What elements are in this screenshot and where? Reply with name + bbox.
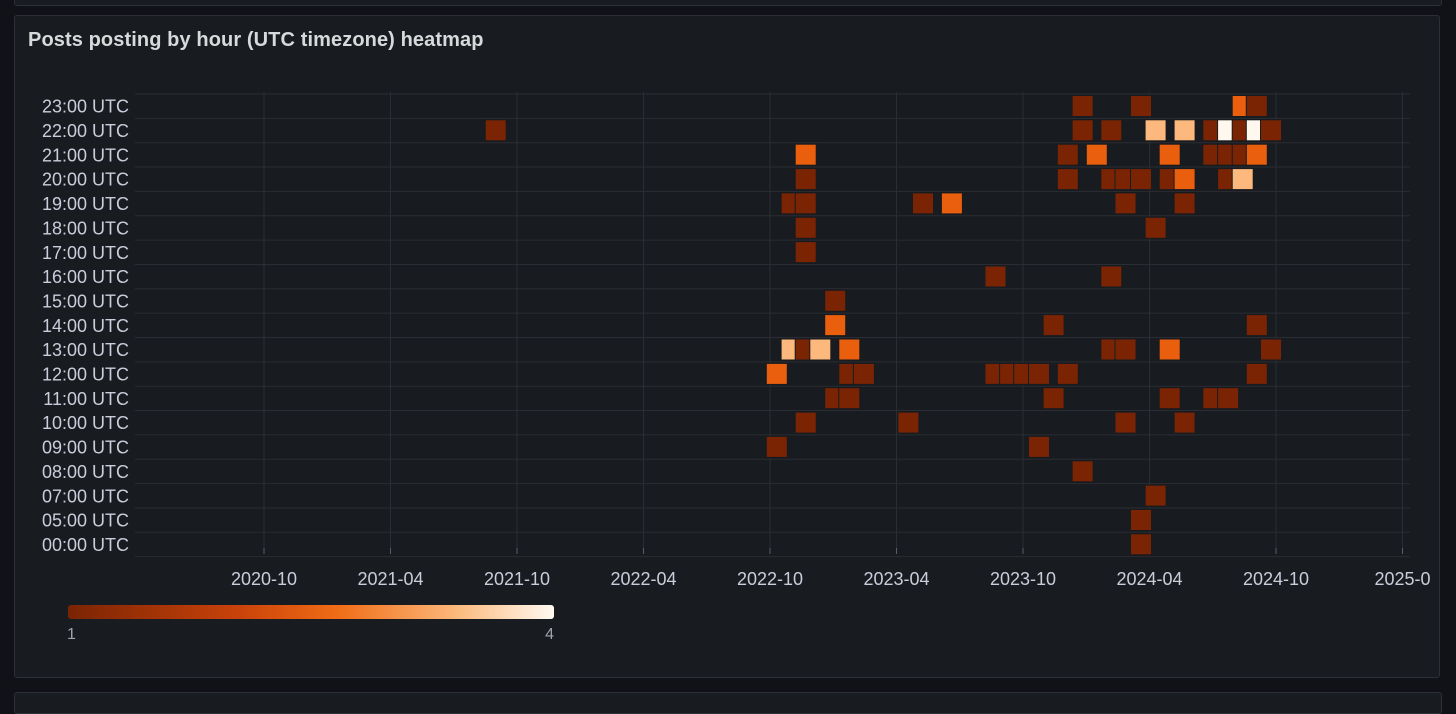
heatmap-cell: [1245, 95, 1268, 117]
x-tick-label: 2022-04: [610, 569, 676, 589]
y-tick-label: 22:00 UTC: [42, 121, 129, 141]
heatmap-cell: [1056, 362, 1079, 385]
x-tick-label: 2025-0: [1374, 569, 1430, 589]
heatmap-cell: [1071, 95, 1094, 117]
heatmap-cell: [1245, 362, 1268, 385]
heatmap-cell: [1114, 338, 1137, 361]
heatmap-cell: [1071, 460, 1094, 483]
heatmap-cell: [1028, 435, 1050, 458]
heatmap-cell: [1158, 338, 1181, 361]
y-tick-label: 12:00 UTC: [42, 365, 129, 385]
legend-gradient-bar: [68, 605, 554, 619]
heatmap-cell: [794, 192, 817, 215]
heatmap-cell: [1042, 387, 1065, 410]
y-tick-label: 05:00 UTC: [42, 511, 129, 531]
y-tick-label: 16:00 UTC: [42, 267, 129, 287]
heatmap-cell: [824, 289, 847, 312]
y-tick-label: 21:00 UTC: [42, 145, 129, 165]
heatmap-cell: [794, 411, 817, 434]
heatmap-cells: [484, 95, 1282, 556]
legend-max-label: 4: [545, 626, 554, 643]
x-tick-label: 2022-10: [737, 569, 803, 589]
heatmap-cell: [838, 387, 861, 410]
heatmap-cell: [1130, 95, 1152, 117]
heatmap-cell: [1217, 387, 1240, 410]
y-tick-label: 11:00 UTC: [43, 389, 129, 409]
heatmap-cell: [1056, 168, 1079, 191]
x-tick-label: 2023-10: [990, 569, 1056, 589]
heatmap-cell: [1158, 387, 1181, 410]
heatmap-cell: [1028, 362, 1050, 385]
heatmap-cell: [1085, 143, 1108, 166]
heatmap-cell: [1130, 509, 1152, 531]
heatmap-cell: [1144, 216, 1167, 239]
heatmap-cell: [984, 265, 1007, 288]
y-tick-label: 20:00 UTC: [42, 170, 129, 190]
heatmap-cell: [765, 435, 788, 458]
heatmap-cell: [1260, 338, 1282, 361]
y-tick-label: 00:00 UTC: [42, 535, 129, 555]
heatmap-cell: [1056, 143, 1079, 166]
x-axis: 2020-10 2021-04 2021-10 2022-04 2022-10 2023-…: [231, 569, 1431, 589]
heatmap-cell: [1245, 314, 1268, 337]
x-tick-label: 2023-04: [863, 569, 929, 589]
heatmap-cell: [794, 143, 817, 166]
x-tick-label: 2024-04: [1116, 569, 1182, 589]
heatmap-cell: [794, 241, 817, 264]
previous-panel-edge: [14, 0, 1442, 6]
heatmap-cell: [1071, 119, 1094, 142]
heatmap-cell: [824, 314, 847, 337]
x-tick-label: 2020-10: [231, 569, 297, 589]
legend-min-label: 1: [67, 626, 76, 643]
y-tick-label: 08:00 UTC: [42, 462, 129, 482]
heatmap-cell: [1042, 314, 1065, 337]
y-tick-label: 18:00 UTC: [42, 218, 129, 238]
y-tick-label: 23:00 UTC: [42, 97, 129, 117]
x-tick-label: 2021-04: [357, 569, 423, 589]
heatmap-cell: [1130, 168, 1152, 191]
heatmap-cell: [1231, 168, 1254, 191]
y-tick-label: 07:00 UTC: [42, 486, 129, 506]
heatmap-cell: [838, 338, 861, 361]
heatmap-cell: [1173, 192, 1196, 215]
heatmap-cell: [852, 362, 875, 385]
y-tick-label: 15:00 UTC: [42, 291, 129, 311]
heatmap-cell: [1173, 119, 1196, 142]
heatmap-cell: [794, 168, 817, 191]
heatmap-cell: [765, 362, 788, 385]
color-legend: 1 4: [67, 605, 554, 643]
heatmap-cell: [1100, 119, 1123, 142]
heatmap-cell: [1114, 411, 1137, 434]
heatmap-cell: [1144, 484, 1167, 507]
y-axis: 00:00 UTC 05:00 UTC 07:00 UTC 08:00 UTC 09:0…: [42, 97, 129, 555]
heatmap-cell: [1100, 265, 1123, 288]
heatmap-cell: [1173, 168, 1196, 191]
heatmap-cell: [897, 411, 920, 434]
heatmap-cell: [1114, 192, 1137, 215]
x-tick-label: 2021-10: [484, 569, 550, 589]
heatmap-cell: [809, 338, 832, 361]
heatmap-cell: [1158, 143, 1181, 166]
heatmap-cell: [1260, 119, 1282, 142]
heatmap-cell: [1144, 119, 1167, 142]
heatmap-cell: [484, 119, 507, 142]
y-tick-label: 14:00 UTC: [42, 316, 129, 336]
y-tick-label: 09:00 UTC: [42, 438, 129, 458]
heatmap-cell: [794, 216, 817, 239]
heatmap-cell: [1130, 533, 1152, 556]
x-tick-label: 2024-10: [1243, 569, 1309, 589]
y-tick-label: 13:00 UTC: [42, 340, 129, 360]
panel-title: Posts posting by hour (UTC timezone) hea…: [28, 29, 484, 51]
heatmap-cell: [1173, 411, 1196, 434]
y-tick-label: 17:00 UTC: [42, 243, 129, 263]
heatmap-cell: [912, 192, 934, 215]
y-tick-label: 19:00 UTC: [42, 194, 129, 214]
grid-lines: [135, 92, 1410, 558]
heatmap-cell: [940, 192, 963, 215]
y-tick-label: 10:00 UTC: [42, 413, 129, 433]
heatmap-cell: [1245, 143, 1268, 166]
